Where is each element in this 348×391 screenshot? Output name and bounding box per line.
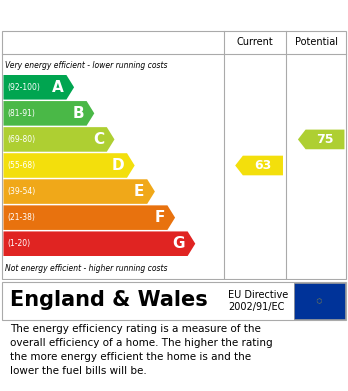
FancyBboxPatch shape xyxy=(294,283,345,319)
Polygon shape xyxy=(318,299,319,300)
Polygon shape xyxy=(3,127,114,152)
Polygon shape xyxy=(3,179,155,204)
Text: G: G xyxy=(172,236,185,251)
Polygon shape xyxy=(3,153,135,178)
Text: 63: 63 xyxy=(254,159,271,172)
Text: EU Directive: EU Directive xyxy=(228,290,288,300)
Text: The energy efficiency rating is a measure of the
overall efficiency of a home. T: The energy efficiency rating is a measur… xyxy=(10,324,273,376)
Polygon shape xyxy=(319,303,320,304)
Text: Not energy efficient - higher running costs: Not energy efficient - higher running co… xyxy=(5,264,168,273)
Polygon shape xyxy=(3,75,74,100)
Polygon shape xyxy=(317,302,318,303)
Text: Current: Current xyxy=(237,37,274,47)
Polygon shape xyxy=(3,231,195,256)
Text: E: E xyxy=(134,184,144,199)
Polygon shape xyxy=(298,129,345,149)
Polygon shape xyxy=(3,101,94,126)
Text: (92-100): (92-100) xyxy=(7,83,40,92)
Text: D: D xyxy=(112,158,124,173)
Text: (39-54): (39-54) xyxy=(7,187,35,196)
Text: Energy Efficiency Rating: Energy Efficiency Rating xyxy=(10,6,239,24)
Text: Very energy efficient - lower running costs: Very energy efficient - lower running co… xyxy=(5,61,168,70)
Text: (69-80): (69-80) xyxy=(7,135,35,144)
Text: A: A xyxy=(52,80,64,95)
Text: (1-20): (1-20) xyxy=(7,239,30,248)
Text: C: C xyxy=(93,132,104,147)
Polygon shape xyxy=(320,299,321,300)
Polygon shape xyxy=(319,298,320,299)
Text: (21-38): (21-38) xyxy=(7,213,35,222)
Text: Potential: Potential xyxy=(295,37,338,47)
Text: B: B xyxy=(72,106,84,121)
Text: (55-68): (55-68) xyxy=(7,161,35,170)
Polygon shape xyxy=(235,156,283,175)
Text: F: F xyxy=(154,210,165,225)
Text: 2002/91/EC: 2002/91/EC xyxy=(228,302,284,312)
Text: England & Wales: England & Wales xyxy=(10,290,208,310)
Text: 75: 75 xyxy=(316,133,334,146)
Polygon shape xyxy=(321,302,322,303)
Polygon shape xyxy=(3,205,175,230)
Text: (81-91): (81-91) xyxy=(7,109,35,118)
